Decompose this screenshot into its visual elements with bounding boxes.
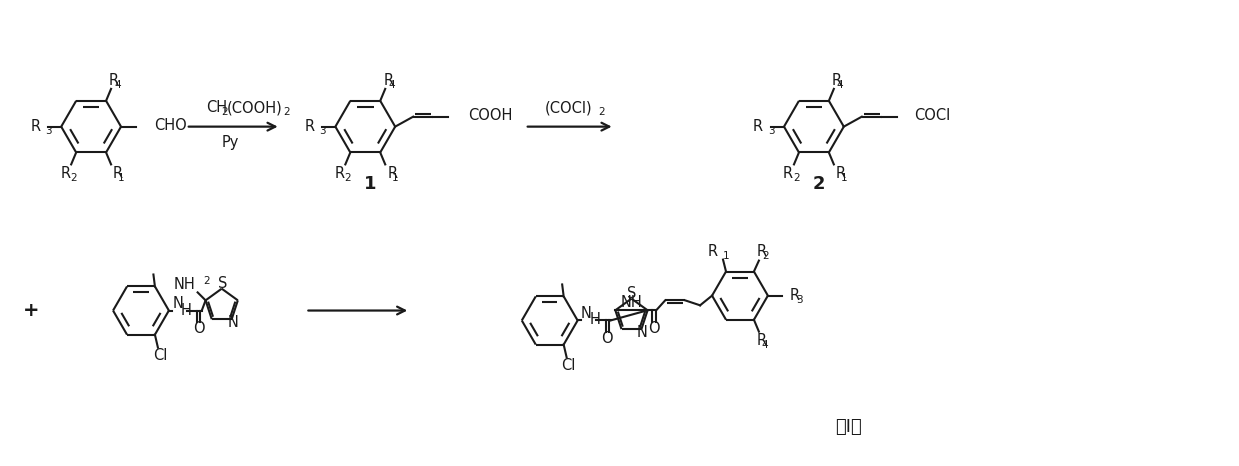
Text: R: R	[305, 119, 315, 134]
Text: R: R	[383, 74, 393, 89]
Text: 3: 3	[46, 126, 52, 136]
Text: CH: CH	[206, 100, 227, 115]
Text: 1: 1	[364, 175, 377, 193]
Text: 1: 1	[724, 251, 730, 261]
Text: N: N	[637, 325, 648, 340]
Text: COOH: COOH	[468, 108, 513, 123]
Text: COCl: COCl	[914, 108, 950, 123]
Text: 4: 4	[388, 81, 395, 90]
Text: 4: 4	[836, 81, 844, 90]
Text: R: R	[335, 166, 344, 181]
Text: H: H	[181, 302, 192, 317]
Text: +: +	[24, 301, 40, 320]
Text: R: R	[61, 166, 71, 181]
Text: R: R	[113, 166, 123, 181]
Text: R: R	[789, 288, 800, 302]
Text: 3: 3	[795, 295, 803, 305]
Text: R: R	[757, 333, 767, 348]
Text: Cl: Cl	[152, 348, 167, 363]
Text: O: O	[193, 321, 204, 336]
Text: R: R	[831, 74, 843, 89]
Text: N: N	[227, 315, 238, 330]
Text: R: R	[388, 166, 398, 181]
Text: CHO: CHO	[154, 118, 187, 133]
Text: 1: 1	[841, 173, 847, 183]
Text: 3: 3	[320, 126, 326, 136]
Text: Py: Py	[222, 135, 239, 150]
Text: R: R	[30, 119, 41, 134]
Text: 1: 1	[393, 173, 399, 183]
Text: （Ⅰ）: （Ⅰ）	[835, 418, 862, 436]
Text: R: R	[836, 166, 846, 181]
Text: 2: 2	[284, 107, 290, 117]
Text: O: O	[648, 321, 660, 336]
Text: (COCl): (COCl)	[545, 100, 592, 115]
Text: R: R	[707, 244, 719, 259]
Text: NH: NH	[621, 295, 642, 310]
Text: 4: 4	[114, 81, 120, 90]
Text: O: O	[601, 331, 613, 346]
Text: 2: 2	[793, 173, 799, 183]
Text: 2: 2	[71, 173, 77, 183]
Text: N: N	[581, 306, 592, 321]
Text: NH: NH	[173, 277, 196, 292]
Text: S: S	[627, 286, 637, 301]
Text: 2: 2	[344, 173, 351, 183]
Text: 2: 2	[222, 107, 228, 117]
Text: 2: 2	[762, 251, 768, 261]
Text: R: R	[109, 74, 119, 89]
Text: R: R	[757, 244, 767, 259]
Text: 4: 4	[762, 340, 768, 350]
Text: 3: 3	[768, 126, 774, 136]
Text: Cl: Cl	[561, 358, 576, 373]
Text: (COOH): (COOH)	[227, 100, 282, 115]
Text: S: S	[218, 276, 227, 291]
Text: R: R	[783, 166, 793, 181]
Text: 2: 2	[203, 276, 211, 286]
Text: 2: 2	[813, 175, 825, 193]
Text: N: N	[172, 296, 183, 311]
Text: 2: 2	[598, 107, 605, 117]
Text: R: R	[753, 119, 763, 134]
Text: 1: 1	[118, 173, 125, 183]
Text: H: H	[590, 313, 601, 328]
